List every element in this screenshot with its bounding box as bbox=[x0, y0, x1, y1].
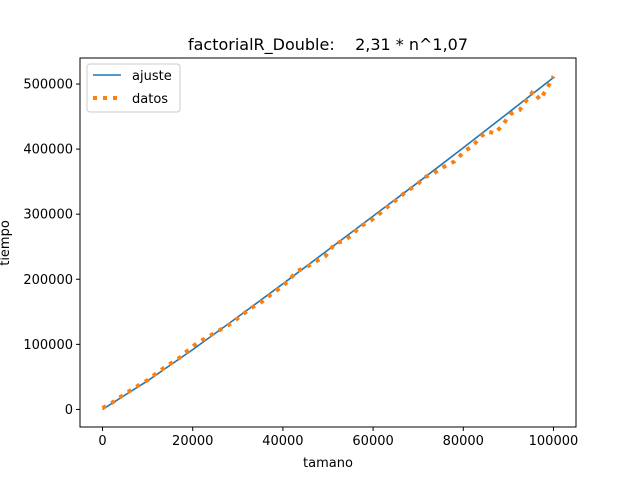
y-tick-label: 400000 bbox=[23, 143, 73, 158]
y-tick-label: 500000 bbox=[23, 78, 73, 93]
legend-frame bbox=[86, 63, 181, 113]
series-line-ajuste bbox=[102, 76, 554, 411]
series-line-datos bbox=[101, 75, 556, 410]
x-tick-label: 0 bbox=[98, 434, 106, 449]
axis-ticks: 0 20000 40000 60000 80000 100000 0 100000 200000… bbox=[23, 78, 578, 449]
plot-area bbox=[101, 75, 556, 411]
y-tick-label: 0 bbox=[65, 403, 73, 418]
x-axis-label: tamano bbox=[303, 456, 353, 471]
y-axis-label: tiempo bbox=[0, 220, 13, 266]
legend: ajuste datos bbox=[86, 63, 181, 113]
y-tick-label: 200000 bbox=[23, 273, 73, 288]
x-tick-label: 100000 bbox=[529, 434, 579, 449]
x-tick-label: 20000 bbox=[172, 434, 213, 449]
legend-label-ajuste: ajuste bbox=[132, 69, 172, 84]
x-tick-label: 60000 bbox=[352, 434, 393, 449]
legend-label-datos: datos bbox=[132, 92, 168, 107]
axes-frame bbox=[79, 57, 577, 428]
x-tick-label: 40000 bbox=[262, 434, 303, 449]
chart-title: factorialR_Double: 2,31 * n^1,07 bbox=[188, 35, 468, 55]
y-tick-label: 300000 bbox=[23, 208, 73, 223]
x-tick-label: 80000 bbox=[443, 434, 484, 449]
y-tick-label: 100000 bbox=[23, 338, 73, 353]
